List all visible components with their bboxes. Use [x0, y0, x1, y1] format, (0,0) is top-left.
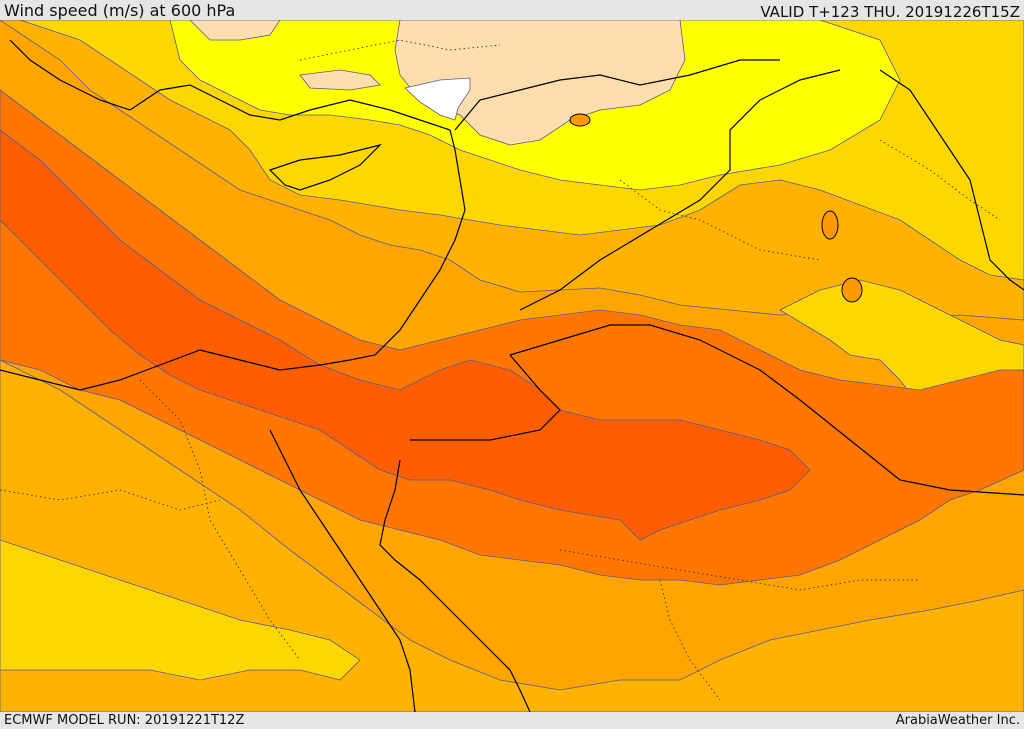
lake-3: [569, 113, 591, 127]
turkey-south-coast: [9, 39, 451, 131]
band-15-20-southwest: [0, 539, 361, 681]
map-canvas: [0, 20, 1024, 712]
border-jordan: [410, 354, 561, 441]
admin-boundaries: [0, 39, 1001, 701]
map-footer: ECMWF MODEL RUN: 20191221T12Z ArabiaWeat…: [0, 712, 1024, 729]
border-saudi-iraq: [509, 324, 1024, 496]
iraq-admin: [619, 179, 821, 261]
coastlines: [0, 39, 1024, 712]
band-5-10-north: [394, 20, 686, 146]
egypt-admin-2: [0, 489, 221, 511]
band-lt5-white: [404, 77, 471, 121]
lakes: [569, 113, 863, 303]
map-title: Wind speed (m/s) at 600 hPa: [4, 1, 236, 20]
border-turkey-syria: [454, 59, 780, 131]
red-sea-west: [269, 429, 416, 712]
band-5-10-small: [299, 69, 381, 91]
credit-label: ArabiaWeather Inc.: [895, 713, 1020, 728]
lake-1: [821, 210, 839, 240]
saudi-admin-2: [659, 579, 721, 701]
mediterranean-coast: [0, 129, 466, 391]
red-sea-east: [379, 459, 531, 712]
iran-admin: [879, 139, 1001, 221]
band-gt35-core: [0, 129, 811, 541]
wind-speed-map: [0, 20, 1024, 712]
cyprus: [268, 143, 382, 191]
model-run-label: ECMWF MODEL RUN: 20191221T12Z: [4, 713, 245, 728]
lake-2: [841, 277, 863, 303]
border-iraq-syria: [519, 69, 841, 311]
band-5-10-northwest: [189, 20, 281, 41]
map-header: Wind speed (m/s) at 600 hPa VALID T+123 …: [0, 0, 1024, 21]
border-iraq-iran: [879, 69, 1024, 291]
valid-time-label: VALID T+123 THU. 20191226T15Z: [760, 3, 1020, 21]
